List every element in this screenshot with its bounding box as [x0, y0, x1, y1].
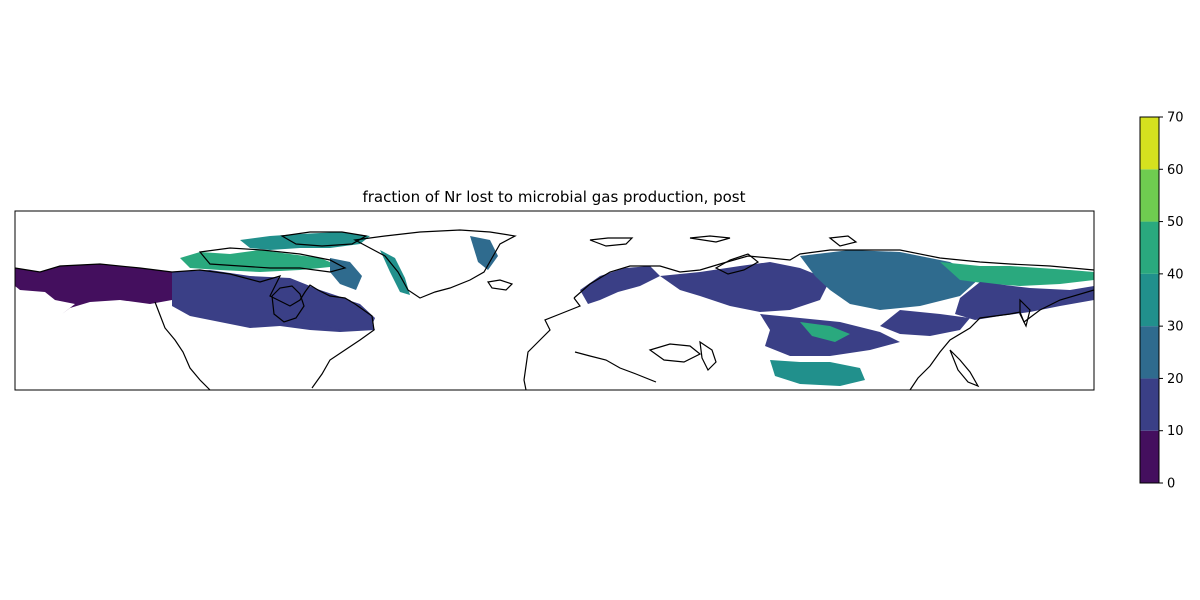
colorbar-tick-label: 50 — [1167, 215, 1184, 230]
colorbar-tick-label: 10 — [1167, 424, 1184, 439]
colorbar-tick-label: 20 — [1167, 372, 1184, 387]
colorbar-bin-6 — [1140, 117, 1159, 169]
map-title: fraction of Nr lost to microbial gas pro… — [362, 188, 745, 206]
colorbar-bin-5 — [1140, 169, 1159, 221]
colorbar-tick-label: 0 — [1167, 477, 1175, 492]
colorbar-tick-label: 40 — [1167, 267, 1184, 282]
colorbar-bin-2 — [1140, 326, 1159, 378]
colorbar-tick-label: 70 — [1167, 111, 1184, 126]
colorbar-tick-label: 60 — [1167, 163, 1184, 178]
colorbar-bin-3 — [1140, 274, 1159, 326]
colorbar-tick-label: 30 — [1167, 320, 1184, 335]
colorbar: 0 10 20 30 40 50 60 70 — [1140, 111, 1184, 492]
colorbar-bin-0 — [1140, 431, 1159, 483]
colorbar-bin-4 — [1140, 222, 1159, 274]
map-panel — [15, 211, 1094, 390]
colorbar-bin-1 — [1140, 378, 1159, 430]
